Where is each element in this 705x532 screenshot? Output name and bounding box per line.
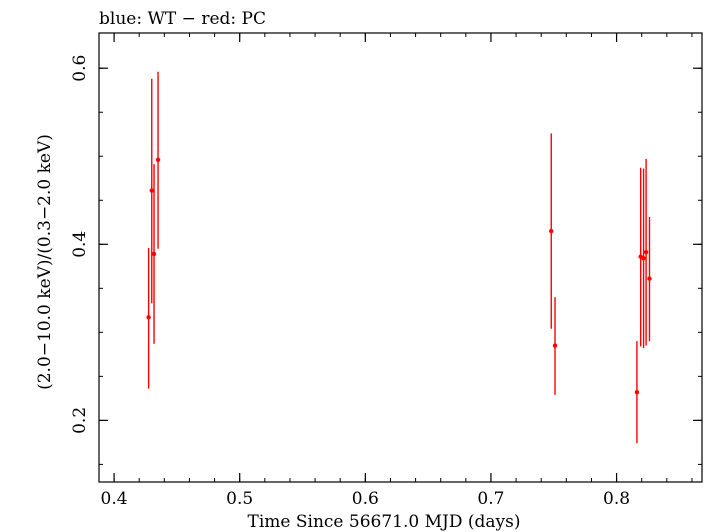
- data-point: [155, 157, 161, 162]
- y-tick-label: 0.2: [70, 407, 90, 434]
- data-point: [146, 315, 151, 320]
- data-point: [149, 188, 154, 193]
- x-tick-label: 0.7: [477, 489, 504, 509]
- y-axis: 0.2 0.4 0.6: [70, 55, 702, 465]
- x-tick-label: 0.6: [352, 489, 379, 509]
- x-axis-label: Time Since 56671.0 MJD (days): [248, 512, 521, 532]
- chart-title: blue: WT − red: PC: [99, 9, 266, 29]
- data-point: [641, 256, 646, 261]
- x-axis: 0.4 0.5 0.6 0.7 0.8: [101, 33, 693, 509]
- x-tick-label: 0.5: [226, 489, 253, 509]
- y-tick-label: 0.4: [70, 231, 90, 258]
- data-series: [146, 71, 652, 444]
- x-tick-label: 0.8: [603, 489, 630, 509]
- data-point: [151, 251, 157, 257]
- y-tick-label: 0.6: [70, 55, 90, 82]
- data-point: [549, 228, 554, 234]
- plot-frame: [98, 32, 703, 483]
- data-point: [643, 250, 649, 255]
- y-axis-label: (2.0−10.0 keV)/(0.3−2.0 keV): [35, 134, 55, 390]
- data-point: [552, 343, 558, 348]
- x-tick-label: 0.4: [101, 489, 128, 509]
- data-point: [647, 276, 652, 281]
- data-point: [634, 390, 640, 395]
